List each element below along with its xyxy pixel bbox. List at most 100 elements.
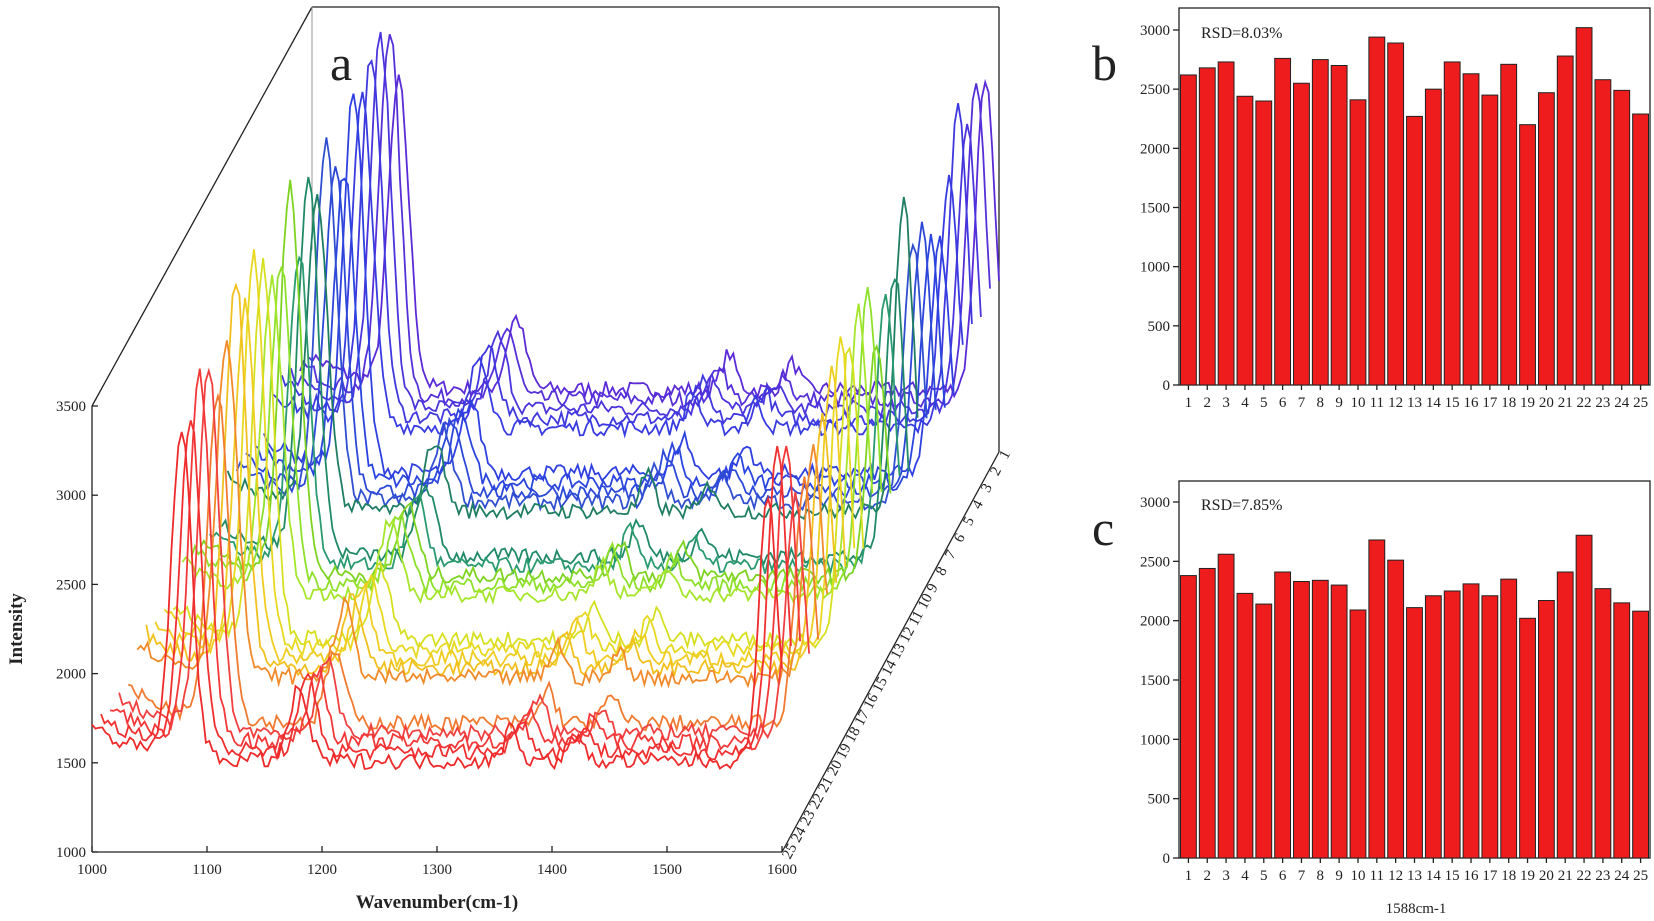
depth-tick-label: 2 — [987, 464, 1005, 478]
x-tick-label: 25 — [1633, 395, 1648, 411]
panel-a-ticks: 1000 1100 1200 1300 1400 1500 1600 1000 1500 2000… — [56, 399, 1014, 878]
x-tick-label: 10 — [1350, 395, 1365, 411]
bar-5 — [1255, 100, 1273, 386]
spectrum-line-23 — [109, 368, 801, 754]
y-tick-label: 2500 — [1140, 554, 1170, 570]
bar-10 — [1349, 609, 1367, 859]
bar-12 — [1387, 559, 1405, 859]
x-tick-label: 12 — [1388, 868, 1403, 884]
x-tick-label: 20 — [1539, 868, 1554, 884]
x-tick-label: 16 — [1464, 395, 1480, 411]
panel-c-bar-chart: c 1588cm-1 1 2 3 4 5 6 7 8 9 10 11 12 13 14 15 16 17 18 19… — [1092, 480, 1651, 917]
x-tick-label: 1100 — [192, 862, 221, 878]
depth-tick-label: 12 — [897, 624, 918, 645]
panel-b-label: b — [1092, 35, 1117, 91]
y-tick-label: 3000 — [56, 488, 86, 504]
y-tick-label: 3500 — [56, 399, 86, 415]
panel-c-label: c — [1092, 500, 1114, 556]
depth-tick-label: 4 — [969, 497, 987, 512]
x-tick-label: 24 — [1614, 395, 1630, 411]
bar-19 — [1519, 124, 1536, 386]
spectrum-line-22 — [118, 367, 810, 743]
bar-2 — [1198, 67, 1216, 386]
x-tick-label: 24 — [1614, 868, 1630, 884]
x-tick-label: 1200 — [307, 862, 337, 878]
y-axis-label: Intensity — [6, 593, 27, 665]
depth-tick-label: 21 — [816, 774, 837, 795]
x-tick-label: 18 — [1501, 395, 1516, 411]
bar-21 — [1556, 571, 1574, 859]
depth-tick-label: 19 — [834, 741, 855, 762]
x-tick-label: 4 — [1241, 868, 1249, 884]
x-tick-label: 1 — [1185, 868, 1193, 884]
y-tick-label: 2000 — [1140, 614, 1170, 630]
x-tick-label: 1500 — [652, 862, 682, 878]
depth-tick-label: 8 — [933, 564, 951, 578]
x-tick-label: 12 — [1388, 395, 1403, 411]
y-tick-label: 1000 — [1140, 732, 1170, 748]
y-tick-label: 3000 — [1140, 23, 1170, 39]
x-tick-label: 3 — [1222, 868, 1230, 884]
spectrum-line-18 — [154, 297, 847, 669]
bar-13 — [1406, 115, 1423, 386]
bar-18 — [1500, 63, 1518, 386]
x-tick-label: 19 — [1520, 395, 1535, 411]
bar-1 — [1180, 74, 1197, 386]
spectrum-line-10 — [226, 194, 919, 521]
x-tick-label: 14 — [1426, 395, 1442, 411]
spectrum-line-20 — [136, 340, 829, 689]
panel-a-label: a — [330, 35, 352, 91]
y-tick-label: 500 — [1148, 319, 1171, 335]
x-tick-label: 9 — [1335, 395, 1343, 411]
bar-21 — [1556, 55, 1574, 386]
x-tick-label: 17 — [1482, 395, 1498, 411]
y-tick-label: 500 — [1148, 792, 1171, 808]
bar-24 — [1613, 602, 1631, 859]
x-tick-label: 22 — [1577, 868, 1592, 884]
depth-tick-label: 17 — [852, 707, 873, 728]
spectrum-line-16 — [172, 257, 865, 651]
x-tick-label: 1400 — [537, 862, 567, 878]
y-tick-label: 2500 — [56, 577, 86, 593]
bar-23 — [1594, 79, 1612, 386]
bar-25 — [1632, 113, 1650, 386]
x-tick-label: 14 — [1426, 868, 1442, 884]
depth-tick-label: 18 — [843, 724, 864, 745]
x-tick-label: 5 — [1260, 868, 1268, 884]
depth-tick-label: 3 — [978, 481, 996, 495]
spectrum-line-24 — [100, 420, 792, 763]
x-tick-label: 11 — [1370, 868, 1384, 884]
y-tick-label: 1500 — [56, 756, 86, 772]
x-tick-label: 7 — [1298, 868, 1306, 884]
bar-15 — [1443, 61, 1461, 386]
depth-tick-label: 14 — [879, 657, 900, 678]
spectrum-line-1 — [308, 74, 1000, 400]
x-tick-label: 1000 — [77, 862, 107, 878]
bar-11 — [1368, 539, 1386, 859]
x-tick-label: 10 — [1350, 868, 1365, 884]
depth-tick-label: 10 — [915, 591, 936, 612]
x-tick-label: 2 — [1204, 395, 1212, 411]
depth-tick-label: 1 — [996, 448, 1014, 462]
x-tick-label: 21 — [1558, 395, 1573, 411]
depth-tick-label: 22 — [807, 791, 828, 812]
bar-24 — [1613, 89, 1631, 386]
bar-3 — [1217, 553, 1235, 859]
panel-b-bar-chart: b 1 2 3 4 5 6 7 8 9 10 11 12 13 14 15 16 17 18 19 20 21 22 23 2… — [1092, 7, 1651, 411]
x-tick-label: 13 — [1407, 395, 1422, 411]
spectrum-line-2 — [299, 34, 991, 410]
bar-13 — [1406, 607, 1423, 859]
y-tick-label: 0 — [1163, 378, 1171, 394]
x-tick-label: 23 — [1595, 868, 1610, 884]
bar-16 — [1462, 583, 1480, 859]
spectrum-line-9 — [235, 137, 928, 513]
x-tick-label: 18 — [1501, 868, 1516, 884]
y-tick-label: 3000 — [1140, 495, 1170, 511]
rsd-annotation: RSD=7.85% — [1201, 497, 1282, 514]
x-tick-label: 11 — [1370, 395, 1384, 411]
x-tick-label: 22 — [1577, 395, 1592, 411]
x-tick-label: 1 — [1185, 395, 1193, 411]
x-axis-label: Wavenumber(cm-1) — [356, 892, 519, 913]
depth-tick-label: 6 — [951, 531, 969, 546]
x-tick-label: 13 — [1407, 868, 1422, 884]
